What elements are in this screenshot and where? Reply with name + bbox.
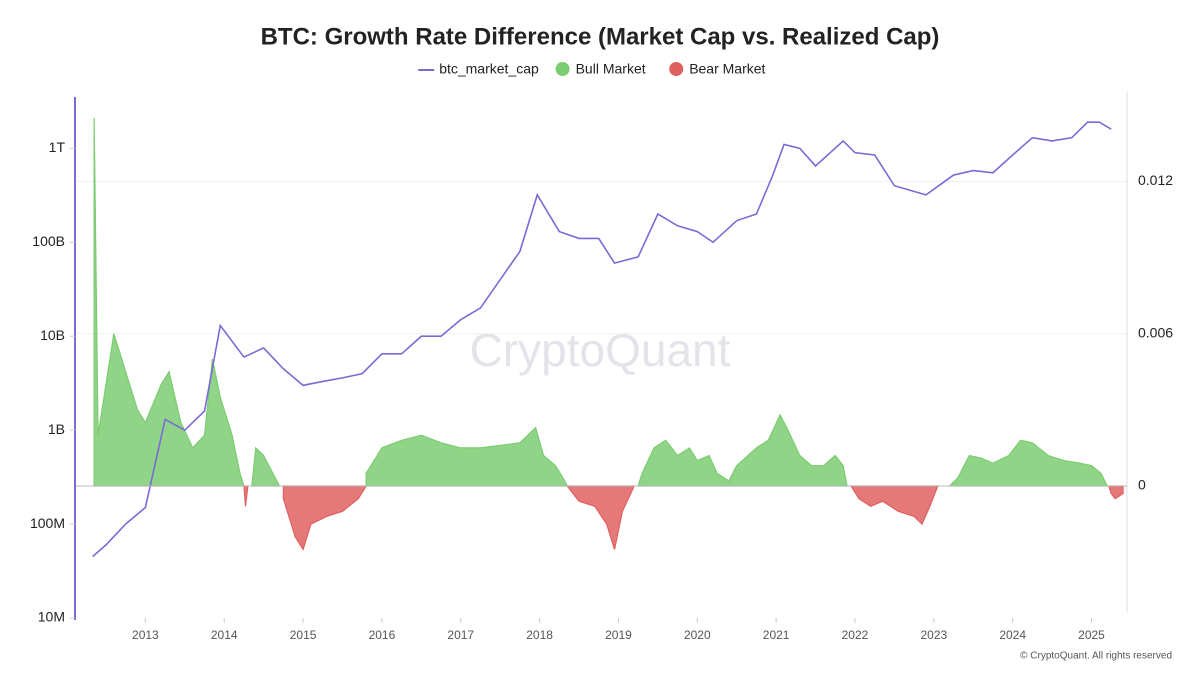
x-tick-label: 2020: [684, 628, 711, 642]
area: [243, 485, 249, 507]
legend-swatch: [555, 62, 570, 76]
y-tick-label: 10B: [40, 327, 65, 343]
x-tick-label: 2019: [605, 628, 632, 642]
y2-tick-label: 0.006: [1138, 324, 1173, 340]
legend-label: btc_market_cap: [439, 61, 539, 77]
y-tick-label: 1B: [48, 421, 65, 437]
line: [92, 121, 1112, 558]
watermark: CryptoQuant: [470, 324, 731, 376]
x-tick-label: 2017: [447, 628, 474, 642]
area: [365, 426, 569, 487]
legend-label: Bull Market: [576, 61, 646, 77]
area: [849, 485, 939, 526]
legend-label: Bear Market: [689, 61, 765, 77]
y-tick-label: 100B: [32, 233, 65, 249]
legend-swatch: [669, 62, 684, 76]
source: © CryptoQuant. All rights reserved: [1020, 651, 1172, 662]
area: [251, 446, 281, 487]
x-tick-label: 2022: [842, 628, 869, 642]
x-tick-label: 2023: [920, 628, 947, 642]
area: [93, 117, 245, 487]
y2-tick-label: 0: [1138, 477, 1146, 493]
y-tick-label: 10M: [38, 609, 65, 625]
x-tick-label: 2018: [526, 628, 553, 642]
area: [565, 485, 636, 550]
chart-title: BTC: Growth Rate Difference (Market Cap …: [261, 23, 940, 50]
x-tick-label: 2016: [369, 628, 396, 642]
x-tick-label: 2015: [290, 628, 317, 642]
area: [282, 485, 368, 551]
y-tick-label: 1T: [49, 139, 66, 155]
y-tick-label: 100M: [30, 515, 65, 531]
x-tick-label: 2013: [132, 628, 159, 642]
x-tick-label: 2021: [763, 628, 790, 642]
area: [1108, 485, 1124, 500]
x-tick-label: 2024: [999, 628, 1026, 642]
x-tick-label: 2014: [211, 628, 238, 642]
x-tick-label: 2025: [1078, 628, 1105, 642]
y2-tick-label: 0.012: [1138, 172, 1173, 188]
area: [637, 413, 848, 487]
area: [948, 439, 1109, 487]
